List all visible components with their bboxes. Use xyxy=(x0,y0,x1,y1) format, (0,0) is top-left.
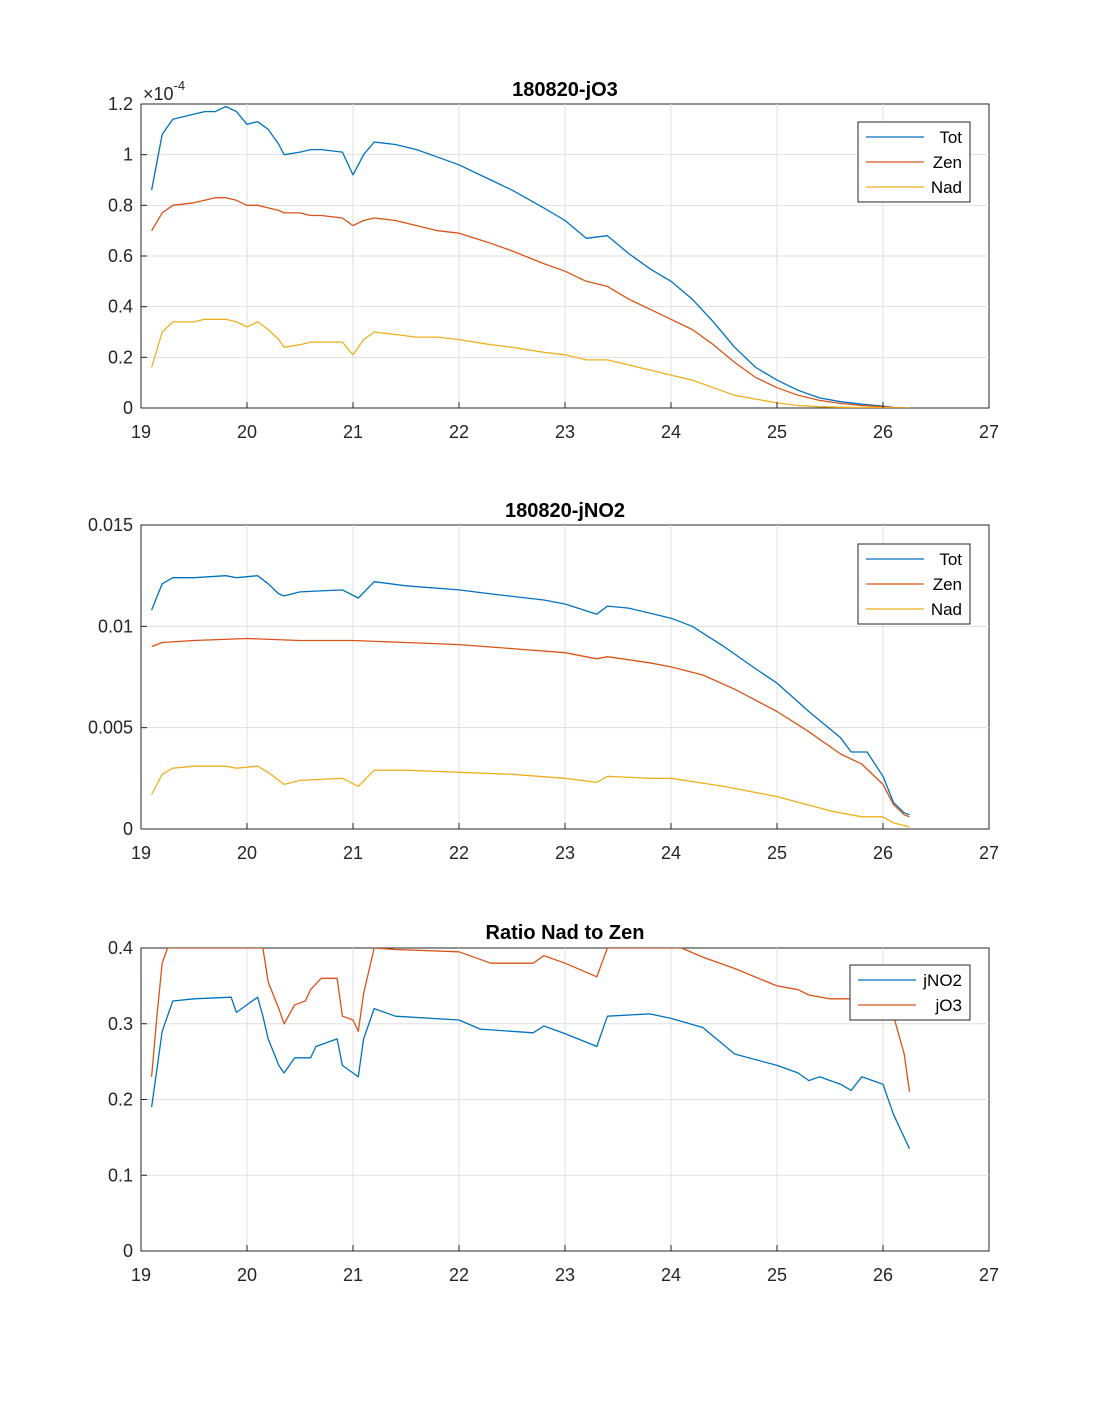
panel-ratio-y-ticks: 0 0.1 0.2 0.3 0.4 xyxy=(108,938,147,1261)
panel-ratio-legend-box xyxy=(849,964,971,1021)
panel-jo3-x-tick-label: 22 xyxy=(449,422,469,442)
panel-ratio-x-tick-label: 24 xyxy=(661,1265,681,1285)
panel-ratio-x-tick-label: 22 xyxy=(449,1265,469,1285)
panel-ratio-x-tick-label: 27 xyxy=(979,1265,999,1285)
panel-ratio-x-tick-label: 26 xyxy=(873,1265,893,1285)
panel-jo3-x-tick-label: 24 xyxy=(661,422,681,442)
panel-ratio-y-tick-label: 0.3 xyxy=(108,1014,133,1034)
panel-jo3-legend-label: Nad xyxy=(931,178,962,197)
panel-jo3-x-ticks: 19 20 21 22 23 24 25 26 27 xyxy=(131,402,999,442)
panel-jno2-x-tick-label: 19 xyxy=(131,843,151,863)
panel-ratio-series-jo3 xyxy=(150,948,911,1092)
panel-jno2-x-ticks: 19 20 21 22 23 24 25 26 27 xyxy=(131,823,999,863)
panel-jno2-y-tick-label: 0.01 xyxy=(98,616,133,636)
panel-ratio-x-tick-label: 25 xyxy=(767,1265,787,1285)
panel-jno2: 19 20 21 22 23 24 25 26 27 0 0.005 0.01 0.015 18082… xyxy=(88,500,999,863)
panel-jo3-y-tick-label: 1.2 xyxy=(108,94,133,114)
panel-jo3-y-tick-label: 1 xyxy=(123,145,133,165)
panel-jno2-y-tick-label: 0.015 xyxy=(88,515,133,535)
panel-jo3-grid xyxy=(141,104,989,408)
panel-jo3-y-exponent: ×10-4 xyxy=(143,78,185,104)
panel-ratio-y-tick-label: 0.2 xyxy=(108,1090,133,1110)
panel-jo3-y-tick-label: 0.2 xyxy=(108,347,133,367)
panel-jno2-series-tot xyxy=(150,575,910,816)
panel-ratio-legend: jNO2 jO3 xyxy=(849,964,971,1021)
panel-jo3-series xyxy=(150,105,910,408)
panel-ratio-title: Ratio Nad to Zen xyxy=(486,922,645,944)
panel-ratio-series xyxy=(150,948,911,1149)
panel-ratio-y-tick-label: 0 xyxy=(123,1241,133,1261)
panel-jo3-series-zen xyxy=(151,197,910,408)
panel-jo3-y-tick-label: 0.8 xyxy=(108,195,133,215)
panel-ratio-legend-label: jNO2 xyxy=(922,971,962,990)
panel-jno2-x-tick-label: 21 xyxy=(343,843,363,863)
panel-jno2-x-tick-label: 23 xyxy=(555,843,575,863)
panel-jo3-y-tick-label: 0.6 xyxy=(108,246,133,266)
panel-jo3-x-tick-label: 23 xyxy=(555,422,575,442)
panel-ratio-x-ticks: 19 20 21 22 23 24 25 26 27 xyxy=(131,1245,999,1285)
panel-jo3-y-tick-label: 0.4 xyxy=(108,297,133,317)
panel-ratio-series-jno2 xyxy=(150,996,911,1149)
panel-jo3-y-tick-label: 0 xyxy=(123,398,133,418)
panel-jno2-x-tick-label: 20 xyxy=(237,843,257,863)
panel-jno2-y-ticks: 0 0.005 0.01 0.015 xyxy=(88,515,147,839)
panel-jno2-series-zen xyxy=(151,637,910,818)
panel-jo3-x-tick-label: 21 xyxy=(343,422,363,442)
panel-ratio-x-tick-label: 19 xyxy=(131,1265,151,1285)
panel-jo3: 19 20 21 22 23 24 25 26 27 0 0.2 0.4 0.6 0.8 1 1.2 180… xyxy=(108,78,999,442)
panel-jo3-x-tick-label: 26 xyxy=(873,422,893,442)
panel-jo3-x-tick-label: 19 xyxy=(131,422,151,442)
panel-jno2-x-tick-label: 24 xyxy=(661,843,681,863)
panel-jo3-legend: Tot Zen Nad xyxy=(857,121,971,203)
panel-jno2-series-nad xyxy=(151,765,910,828)
panel-ratio-x-tick-label: 20 xyxy=(237,1265,257,1285)
panel-ratio-x-tick-label: 21 xyxy=(343,1265,363,1285)
panel-jno2-legend-label: Tot xyxy=(939,550,962,569)
panel-jo3-x-tick-label: 20 xyxy=(237,422,257,442)
panel-jno2-title: 180820-jNO2 xyxy=(505,500,625,522)
panel-jno2-y-tick-label: 0 xyxy=(123,819,133,839)
panel-ratio-x-tick-label: 23 xyxy=(555,1265,575,1285)
panel-ratio-grid xyxy=(141,948,989,1251)
panel-jo3-title: 180820-jO3 xyxy=(512,79,618,101)
panel-jo3-y-ticks: 0 0.2 0.4 0.6 0.8 1 1.2 xyxy=(108,94,147,418)
panel-jo3-x-tick-label: 27 xyxy=(979,422,999,442)
panel-jno2-legend: Tot Zen Nad xyxy=(857,543,971,625)
panel-jno2-y-tick-label: 0.005 xyxy=(88,718,133,738)
panel-ratio-legend-label: jO3 xyxy=(935,996,962,1015)
panel-jno2-legend-label: Nad xyxy=(931,600,962,619)
panel-jno2-x-tick-label: 26 xyxy=(873,843,893,863)
panel-jo3-legend-label: Tot xyxy=(939,128,962,147)
panel-jo3-x-tick-label: 25 xyxy=(767,422,787,442)
panel-jo3-series-nad xyxy=(150,318,910,408)
panel-jo3-legend-label: Zen xyxy=(933,153,962,172)
panel-ratio-y-tick-label: 0.1 xyxy=(108,1165,133,1185)
panel-jno2-x-tick-label: 22 xyxy=(449,843,469,863)
panel-ratio: 19 20 21 22 23 24 25 26 27 0 0.1 0.2 0.3 0.4 Ratio N… xyxy=(108,922,999,1285)
panel-jno2-x-tick-label: 27 xyxy=(979,843,999,863)
panel-jno2-series xyxy=(150,575,910,828)
panel-jno2-legend-label: Zen xyxy=(933,575,962,594)
panel-ratio-y-tick-label: 0.4 xyxy=(108,938,133,958)
panel-jo3-series-tot xyxy=(150,105,910,408)
panel-jno2-x-tick-label: 25 xyxy=(767,843,787,863)
